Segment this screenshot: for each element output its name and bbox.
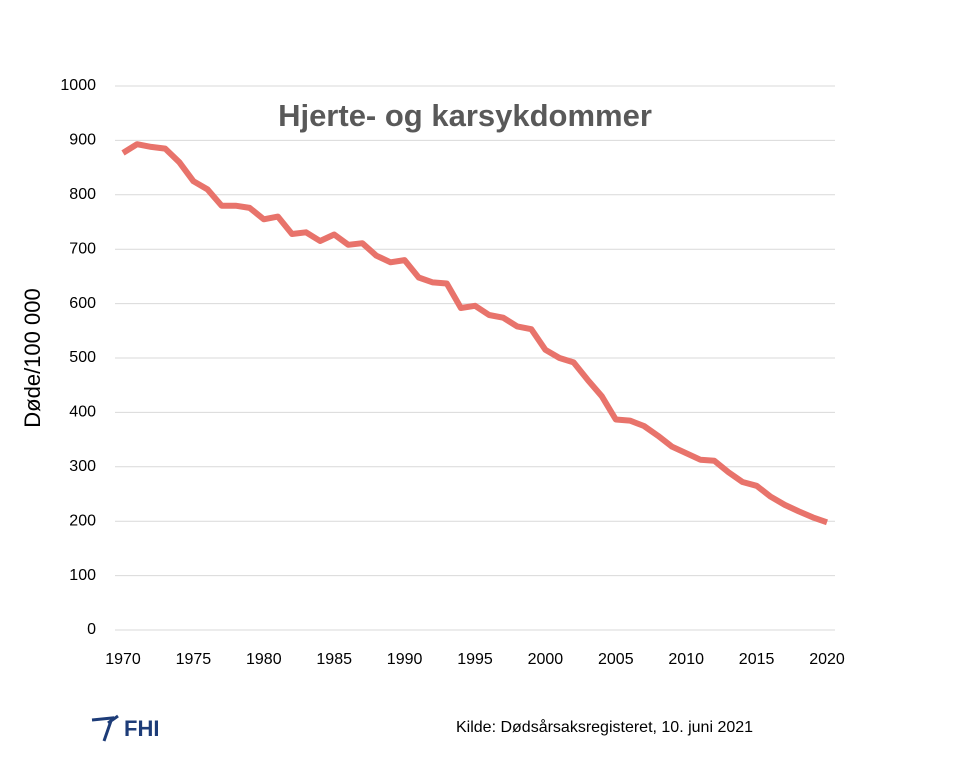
y-tick-label: 1000 [60,77,96,94]
x-tick-label: 2010 [668,651,704,668]
y-tick-label: 900 [69,132,96,149]
y-tick-label: 0 [87,621,96,638]
y-tick-label: 100 [69,567,96,584]
x-tick-label: 1995 [457,651,493,668]
logo-text: FHI [124,716,159,741]
x-tick-label: 1990 [387,651,423,668]
x-tick-label: 1970 [105,651,141,668]
x-tick-label: 2005 [598,651,634,668]
x-tick-label: 1975 [176,651,212,668]
y-tick-label: 600 [69,295,96,312]
x-tick-label: 2000 [528,651,564,668]
x-tick-label: 1980 [246,651,282,668]
logo-icon [91,714,119,742]
y-tick-label: 200 [69,512,96,529]
y-tick-label: 300 [69,458,96,475]
y-tick-label: 400 [69,404,96,421]
y-tick-label: 800 [69,186,96,203]
logo: FHI [91,714,159,742]
x-tick-label: 1985 [316,651,352,668]
y-tick-label: 500 [69,349,96,366]
y-axis-label: Døde/100 000 [20,288,45,427]
source: Kilde: Dødsårsaksregisteret, 10. juni 20… [456,718,753,736]
chart-title: Hjerte- og karsykdommer [278,98,652,133]
y-tick-label: 700 [69,240,96,257]
x-tick-label: 2015 [739,651,775,668]
x-tick-label: 2020 [809,651,845,668]
data-line [121,141,828,526]
